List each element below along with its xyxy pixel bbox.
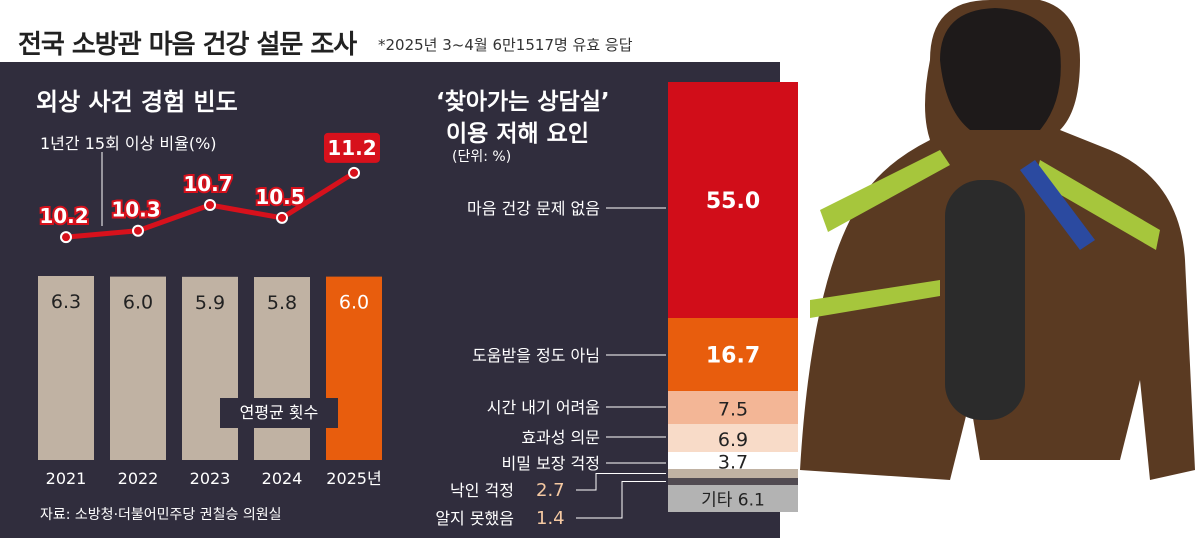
counseling-chart-title-line1: ‘찾아가는 상담실’	[436, 89, 610, 115]
counseling-segment-label: 비밀 보장 걱정	[502, 454, 601, 473]
trauma-bar	[254, 277, 310, 460]
trauma-rate-point	[348, 166, 360, 179]
bar-series-label: 연평균 횟수	[220, 398, 338, 428]
counseling-chart: 55.0 마음 건강 문제 없음 16.7 도움받을 정도 아님 7.5 시간 내기 어려…	[435, 82, 798, 529]
trauma-rate-point	[60, 231, 72, 244]
trauma-bar-value-label: 5.8	[267, 292, 297, 314]
counseling-segment	[668, 318, 798, 391]
trauma-bar	[38, 276, 94, 460]
trauma-rate-point	[204, 199, 216, 211]
counseling-segment	[668, 485, 798, 512]
page-title: 전국 소방관 마음 건강 설문 조사	[18, 30, 357, 60]
counseling-segment-label: 알지 못했음	[435, 509, 514, 528]
counseling-segment-label: 마음 건강 문제 없음	[467, 199, 600, 218]
counseling-segment	[668, 82, 798, 318]
counseling-chart-title-line2: 이용 저해 요인	[446, 121, 589, 147]
trauma-year-tick-label: 2021	[46, 469, 87, 488]
trauma-bar-value-label: 6.0	[123, 292, 153, 314]
trauma-year-tick-label: 2025년	[326, 469, 381, 488]
counseling-segment-label: 낙인 걱정	[450, 481, 514, 500]
trauma-rate-value-label: 10.3	[111, 198, 160, 222]
counseling-leader-line	[576, 473, 666, 491]
counseling-segment-value: 7.5	[718, 399, 748, 421]
trauma-rate-value-label: 11.2	[327, 136, 376, 160]
counseling-segment-label: 시간 내기 어려움	[487, 398, 600, 417]
counseling-chart-unit: (단위: %)	[452, 149, 512, 165]
trauma-bar-value-label: 6.3	[51, 291, 81, 313]
counseling-leader-line	[576, 481, 666, 519]
counseling-segment-value: 6.9	[718, 429, 748, 451]
trauma-year-tick-label: 2024	[262, 469, 303, 488]
trauma-chart-title: 외상 사건 경험 빈도	[36, 88, 238, 116]
trauma-bar-value-label: 5.9	[195, 292, 225, 314]
trauma-bar	[182, 276, 238, 460]
counseling-segment-value: 3.7	[718, 452, 748, 474]
source-note: 자료: 소방청·더불어민주당 권칠승 의원실	[40, 507, 282, 523]
line-series-label: 1년간 15회 이상 비율(%)	[40, 134, 217, 153]
counseling-segment	[668, 478, 798, 485]
trauma-rate-point	[132, 224, 144, 237]
trauma-bar-value-label: 6.0	[339, 292, 369, 314]
counseling-segment	[668, 424, 798, 452]
reflective-stripe-arm	[810, 280, 940, 318]
trauma-bar	[110, 276, 166, 460]
trauma-rate-value-label: 10.5	[255, 185, 304, 209]
trauma-rate-value-label: 10.7	[183, 172, 232, 196]
trauma-year-tick-label: 2023	[190, 469, 231, 488]
trauma-bar	[326, 276, 382, 460]
counseling-segment-label: 기타 6.1	[701, 491, 765, 511]
head-silhouette	[940, 8, 1061, 130]
shoulder-strap	[1020, 160, 1095, 250]
reflective-stripe-right	[1035, 160, 1160, 250]
counseling-segment	[668, 391, 798, 424]
counseling-segment-label: 도움받을 정도 아님	[472, 346, 600, 365]
trauma-chart: 6.3 2021 6.0 2022 5.9 2023 5.8 2024 6.0 2025년 10.2…	[37, 132, 382, 488]
counseling-segment-value: 1.4	[536, 508, 565, 529]
counseling-segment-value: 16.7	[706, 344, 760, 369]
counseling-segment	[668, 452, 798, 469]
air-tank	[945, 180, 1025, 420]
firefighter-illustration	[780, 0, 1200, 538]
counseling-segment-value: 2.7	[536, 480, 565, 501]
survey-note: *2025년 3~4월 6만1517명 유효 응답	[378, 36, 633, 54]
reflective-stripe-left	[820, 150, 950, 232]
trauma-rate-point	[276, 211, 288, 224]
counseling-segment-label: 효과성 의문	[521, 428, 600, 447]
counseling-segment	[668, 469, 798, 478]
trauma-year-tick-label: 2022	[118, 469, 159, 488]
trauma-rate-highlight-badge	[324, 132, 380, 163]
trauma-rate-value-label: 10.2	[39, 204, 88, 228]
counseling-segment-value: 55.0	[706, 189, 760, 214]
